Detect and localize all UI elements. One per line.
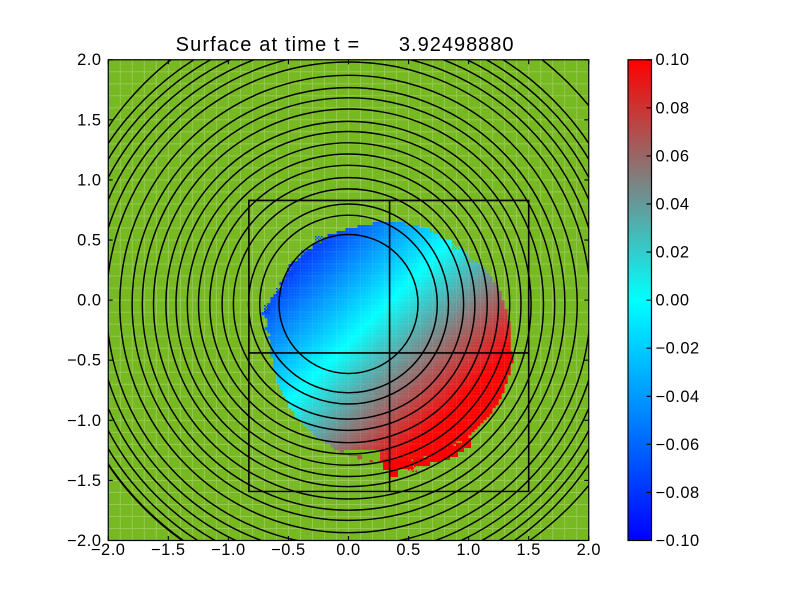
svg-text:0.5: 0.5 bbox=[77, 232, 101, 250]
svg-text:−1.5: −1.5 bbox=[67, 472, 102, 490]
svg-text:−1.5: −1.5 bbox=[151, 541, 186, 559]
svg-text:−0.10: −0.10 bbox=[656, 532, 700, 550]
svg-text:−0.02: −0.02 bbox=[656, 340, 700, 358]
svg-text:1.5: 1.5 bbox=[77, 111, 101, 129]
svg-text:0.06: 0.06 bbox=[656, 147, 690, 165]
svg-text:−2.0: −2.0 bbox=[91, 541, 126, 559]
svg-text:−2.0: −2.0 bbox=[67, 532, 102, 550]
svg-text:−0.08: −0.08 bbox=[656, 484, 700, 502]
svg-text:Surface at time t =: Surface at time t = bbox=[176, 34, 361, 56]
svg-text:0.02: 0.02 bbox=[656, 244, 690, 262]
svg-text:0.00: 0.00 bbox=[656, 292, 690, 310]
svg-text:0.04: 0.04 bbox=[656, 196, 690, 214]
svg-text:2.0: 2.0 bbox=[577, 541, 601, 559]
svg-text:−0.06: −0.06 bbox=[656, 436, 700, 454]
svg-text:1.0: 1.0 bbox=[456, 541, 480, 559]
svg-text:3.92498880: 3.92498880 bbox=[399, 34, 515, 56]
svg-text:0.0: 0.0 bbox=[336, 541, 360, 559]
svg-text:−1.0: −1.0 bbox=[211, 541, 246, 559]
svg-text:−0.5: −0.5 bbox=[271, 541, 306, 559]
svg-text:0.5: 0.5 bbox=[396, 541, 420, 559]
svg-text:2.0: 2.0 bbox=[77, 51, 101, 69]
svg-text:1.0: 1.0 bbox=[77, 171, 101, 189]
svg-text:−0.5: −0.5 bbox=[67, 352, 102, 370]
svg-text:−1.0: −1.0 bbox=[67, 412, 102, 430]
svg-text:−0.04: −0.04 bbox=[656, 388, 700, 406]
svg-text:0.10: 0.10 bbox=[656, 51, 690, 69]
svg-text:1.5: 1.5 bbox=[516, 541, 540, 559]
svg-text:0.0: 0.0 bbox=[77, 292, 101, 310]
svg-text:0.08: 0.08 bbox=[656, 99, 690, 117]
